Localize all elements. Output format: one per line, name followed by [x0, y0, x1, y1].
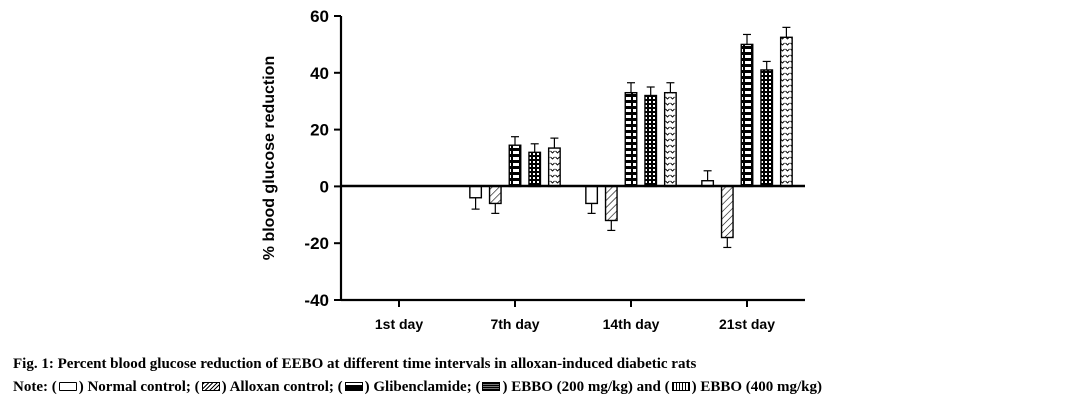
y-tick-label: 0	[320, 177, 329, 196]
y-axis-label: % blood glucose reduction	[261, 56, 278, 260]
x-tick-label-1st-day: 1st day	[375, 316, 423, 332]
bar-alloxan-control-14th-day	[604, 185, 618, 222]
legend-label-normal-control: ) Normal control; (	[78, 379, 200, 395]
bar-normal-control-14th-day	[585, 185, 599, 205]
legend-label-ebbo-400: ) EBBO (400 mg/kg)	[691, 379, 823, 395]
legend-label-glibenclamide: ) Glibenclamide; (	[364, 379, 481, 395]
bar-ebbo-400-mg-kg-21st-day	[779, 36, 793, 188]
y-tick-label: -40	[304, 291, 329, 310]
x-tick-label-7th-day: 7th day	[490, 316, 539, 332]
note-prefix: Note: (	[13, 379, 57, 395]
legend-swatch-ebbo-400	[671, 382, 690, 392]
bar-normal-control-7th-day	[469, 185, 483, 199]
legend-swatch-normal-control	[58, 382, 77, 392]
bar-glibenclamide-21st-day	[740, 43, 754, 188]
legend-label-ebbo-200: ) EBBO (200 mg/kg) and (	[502, 379, 670, 395]
bar-chart: 60 40 20 0 -20 -40 1st day 7th day 14th day 21st …	[261, 7, 805, 332]
legend-swatch-glibenclamide	[344, 382, 363, 392]
y-tick-label: 60	[310, 7, 329, 26]
bar-glibenclamide-14th-day	[624, 91, 638, 188]
y-tick-label: -20	[304, 234, 329, 253]
legend-label-alloxan-control: ) Alloxan control; (	[221, 379, 343, 395]
figure-caption: Fig. 1: Percent blood glucose reduction …	[13, 356, 697, 372]
figure-note: Note: ( ) Normal control; ( ) Alloxan cont…	[13, 379, 822, 396]
bar-ebbo-200-mg-kg-21st-day	[760, 69, 774, 188]
y-tick-label: 40	[310, 64, 329, 83]
bar-alloxan-control-7th-day	[488, 185, 502, 205]
bar-ebbo-200-mg-kg-14th-day	[644, 94, 658, 188]
y-tick-label: 20	[310, 121, 329, 140]
legend-swatch-alloxan-control	[201, 382, 220, 392]
x-tick-label-21st-day: 21st day	[719, 316, 775, 332]
x-tick-label-14th-day: 14th day	[603, 316, 660, 332]
bar-ebbo-200-mg-kg-7th-day	[528, 151, 542, 188]
bar-ebbo-400-mg-kg-14th-day	[663, 91, 677, 188]
bar-alloxan-control-21st-day	[720, 185, 734, 239]
legend-swatch-ebbo-200	[482, 382, 501, 392]
bar-glibenclamide-7th-day	[508, 144, 522, 188]
bar-ebbo-400-mg-kg-7th-day	[547, 147, 561, 188]
